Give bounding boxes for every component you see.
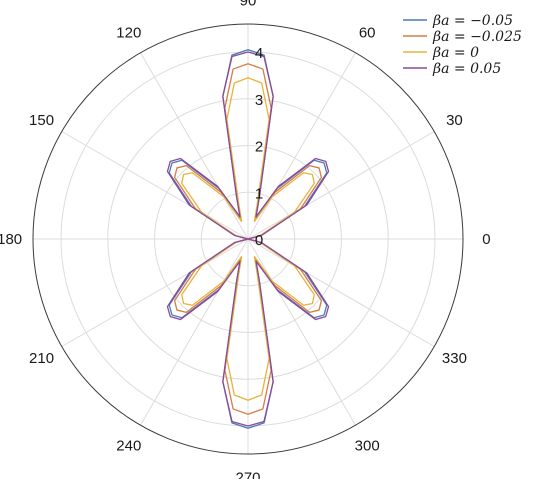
angle-tick-label: 210: [29, 350, 54, 367]
legend-entry-3: βa = 0.05: [432, 61, 501, 77]
legend-entry-0: βa = −0.05: [432, 13, 513, 29]
spoke-150: [61, 131, 249, 240]
angle-tick-label: 30: [446, 112, 463, 129]
angle-tick-label: 270: [235, 469, 260, 479]
radial-tick-labels: 0 1 2 3 4: [255, 45, 263, 249]
angle-tick-label: 180: [0, 231, 22, 248]
angle-tick-label: 240: [116, 437, 141, 454]
radial-tick-label: 1: [255, 185, 263, 202]
series-curves: [166, 49, 330, 429]
legend-entry-2: βa = 0: [432, 45, 479, 61]
outer-ring: [32, 23, 464, 455]
angle-tick-label: 120: [116, 25, 141, 42]
angle-tick-label: 0: [482, 231, 490, 248]
radial-tick-label: 4: [255, 45, 263, 62]
radial-tick-label: 3: [255, 92, 263, 109]
spoke-300: [247, 238, 356, 426]
angle-tick-label: 330: [442, 350, 467, 367]
series-curve-3: [166, 51, 330, 427]
spoke-330: [247, 238, 435, 347]
spoke-60: [247, 52, 356, 240]
radial-tick-label: 2: [255, 139, 263, 156]
angle-tick-label: 90: [240, 0, 257, 10]
spoke-210: [61, 238, 249, 347]
grid-ring-1: [200, 191, 296, 287]
legend-entry-1: βa = −0.025: [432, 29, 522, 45]
polar-grid: [32, 23, 464, 455]
angle-tick-label: 60: [359, 25, 376, 42]
spoke-240: [140, 238, 249, 426]
angle-tick-label: 150: [29, 112, 54, 129]
spoke-30: [247, 131, 435, 240]
radial-tick-label: 0: [255, 232, 263, 249]
grid-ring-2: [154, 145, 342, 333]
spoke-120: [140, 52, 249, 240]
grid-ring-3: [107, 98, 389, 380]
angle-tick-label: 300: [355, 437, 380, 454]
